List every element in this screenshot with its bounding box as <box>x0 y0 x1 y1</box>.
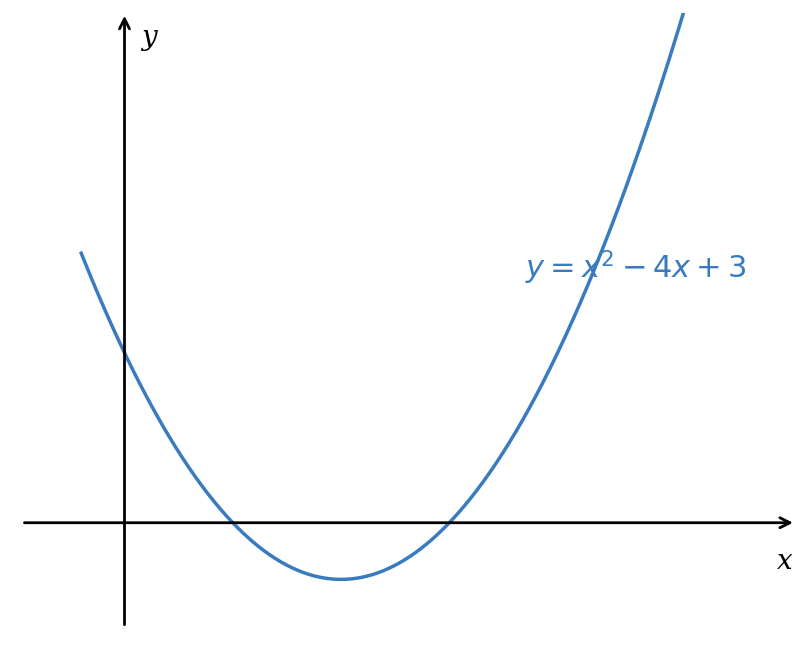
Text: x: x <box>776 548 792 575</box>
Text: y: y <box>140 24 157 51</box>
Text: $y = x^2 - 4x + 3$: $y = x^2 - 4x + 3$ <box>525 249 745 287</box>
